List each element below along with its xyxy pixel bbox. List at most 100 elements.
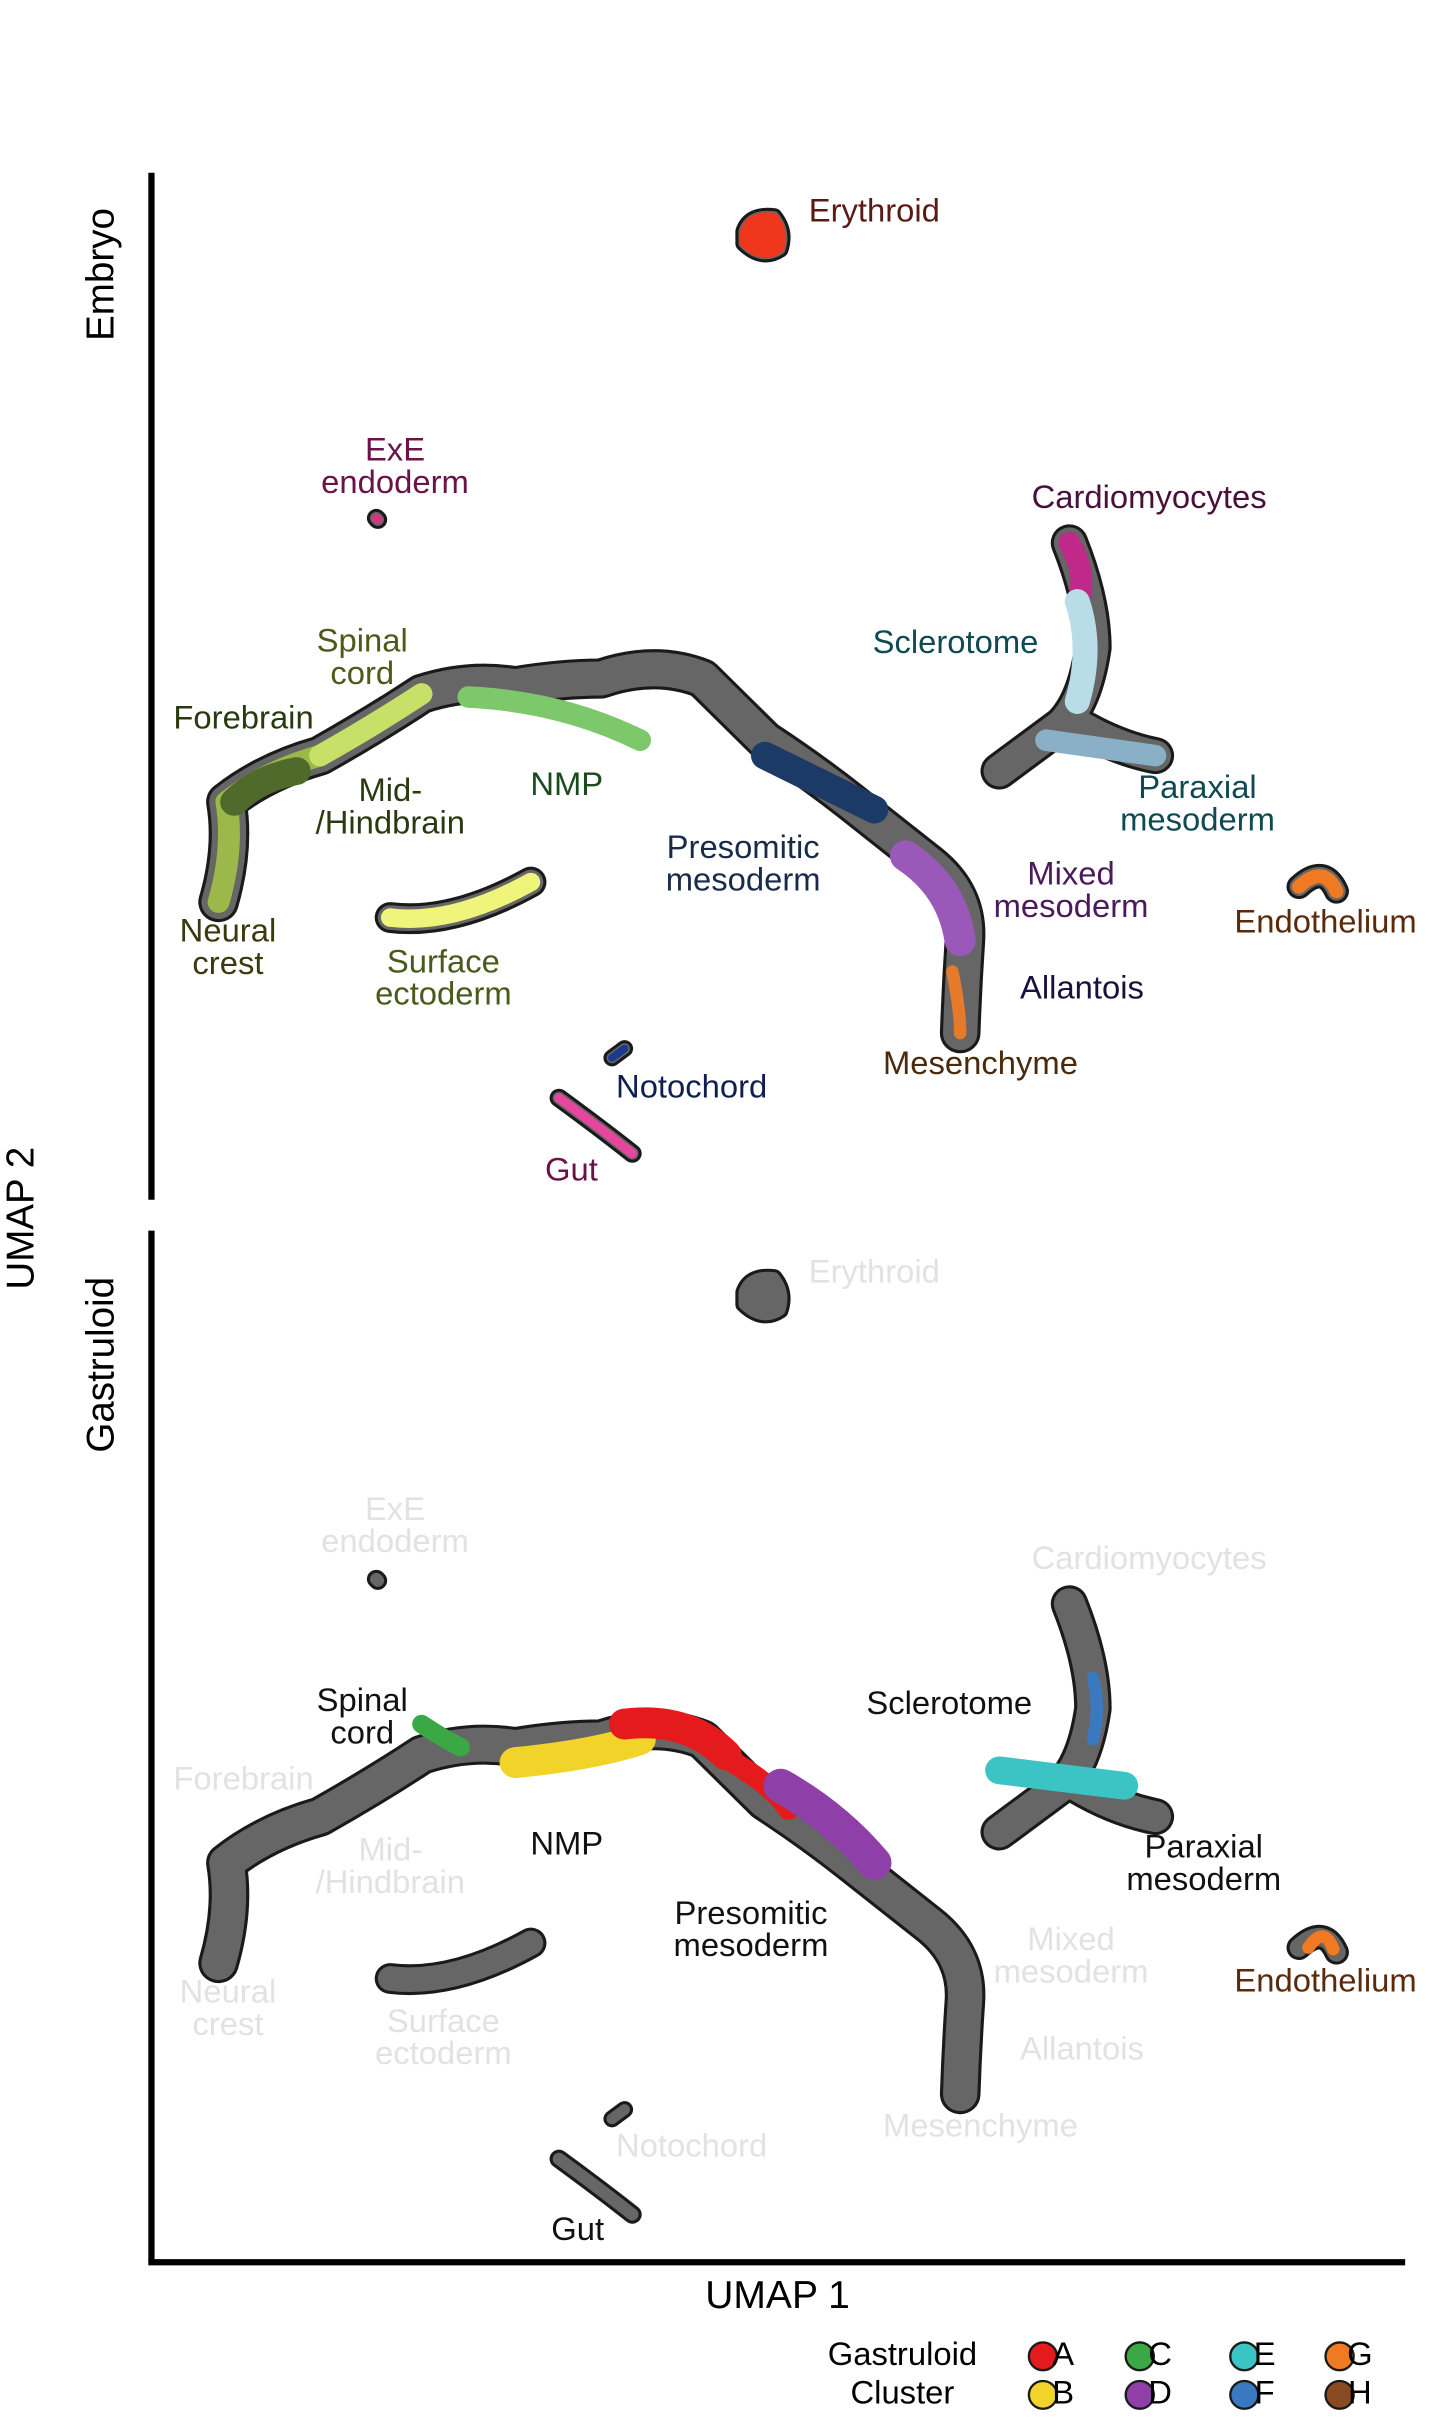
cluster [552,2152,639,2221]
cluster-label: Erythroid [809,193,940,229]
cluster-label: Mid- [358,772,422,808]
cluster-label: crest [192,2006,263,2042]
cluster-label: Spinal [317,1682,408,1718]
panel-title: Embryo [79,208,122,341]
cluster-highlight [380,872,541,928]
cluster-highlight [554,1093,638,1159]
cluster-label: ectoderm [375,976,512,1012]
legend-label: B [1052,2375,1074,2411]
cluster-highlight [1291,869,1344,899]
cluster-label: Sclerotome [873,624,1039,660]
cluster-outline [198,1710,986,2115]
cluster-label: Allantois [1020,2031,1144,2067]
cluster-label: Paraxial [1138,769,1256,805]
cluster-label: ExE [365,1491,425,1527]
cluster-label: mesoderm [994,888,1149,924]
cluster-highlight [1086,1671,1104,1746]
cluster-highlight [608,1707,742,1771]
cluster [738,1271,788,1321]
cluster-label: cord [330,655,394,691]
cluster-label: Mesenchyme [883,2108,1078,2144]
legend-label: E [1254,2336,1276,2372]
cluster-highlight [608,1044,629,1062]
cluster-label: Neural [180,913,277,949]
cluster-label: ectoderm [375,2035,512,2071]
cluster-label: Notochord [616,2128,767,2164]
legend-label: A [1052,2336,1074,2372]
legend-swatch [1027,2379,1059,2410]
cluster-label: Forebrain [173,700,313,736]
cluster [201,1713,983,2112]
legend-label: C [1148,2336,1172,2372]
cluster-label: mesoderm [674,1927,829,1963]
cluster-highlight [371,513,383,525]
cluster-highlight [889,840,976,957]
cluster-label: Mixed [1027,1921,1114,1957]
cluster-label: Gut [551,2211,604,2247]
legend-label: G [1347,2336,1373,2372]
cluster-label: Mid- [358,1832,422,1868]
cluster-label: Cardiomyocytes [1032,1540,1267,1576]
panel-title: Gastruloid [79,1277,122,1453]
cluster-label: Gut [545,1152,598,1188]
cluster [370,1572,385,1587]
cluster-highlight [763,1768,892,1880]
legend-swatch [1027,2341,1059,2372]
cluster-label: Cardiomyocytes [1032,479,1267,515]
cluster-label: Neural [180,1974,277,2010]
legend-label: D [1148,2375,1172,2411]
cluster-highlight [412,1714,470,1757]
cluster-label: ExE [365,432,425,468]
cluster-label: Notochord [616,1068,767,1104]
legend-swatch [1229,2379,1260,2410]
legend-swatch [1229,2341,1260,2372]
cluster-highlight [1064,589,1098,714]
cluster-label: Endothelium [1234,1963,1416,1999]
cluster-label: Spinal [317,623,408,659]
cluster-highlight [750,741,889,824]
cluster-highlight [946,965,967,1040]
cluster [377,1930,544,1993]
cluster-label: Allantois [1020,970,1144,1006]
cluster-label: mesoderm [994,1954,1149,1990]
cluster-label: mesoderm [1120,802,1275,838]
legend-swatch [1124,2379,1155,2410]
legend-swatch [1324,2379,1355,2410]
legend-label: F [1255,2375,1275,2411]
cluster-highlight [1058,532,1093,605]
cluster-label: /Hindbrain [316,1864,465,1900]
legend-title: Cluster [851,2375,955,2411]
cluster-highlight [985,1756,1139,1800]
cluster-label: NMP [530,1826,603,1862]
cluster-label: crest [192,945,263,981]
cluster-label: Endothelium [1234,903,1416,939]
cluster-label: mesoderm [1126,1861,1281,1897]
legend-label: H [1348,2375,1372,2411]
cluster-highlight [457,686,652,751]
cluster-highlight [220,757,311,816]
cluster-label: Sclerotome [866,1685,1032,1721]
cluster [606,2104,630,2125]
umap-panel [198,1268,1349,2224]
cluster-label: Presomitic [667,829,820,865]
umap-panel [198,207,1349,1163]
cluster-highlight [309,683,433,767]
legend-swatch [1124,2341,1155,2372]
cluster-label: /Hindbrain [316,805,465,841]
cluster-label: Erythroid [809,1254,940,1290]
cluster-label: mesoderm [666,862,821,898]
cluster-highlight [740,212,786,258]
cluster-label: Paraxial [1145,1829,1263,1865]
cluster-highlight [1302,1930,1340,1956]
cluster-label: Surface [387,2003,500,2039]
x-axis-label: UMAP 1 [705,2274,850,2317]
cluster-highlight [499,1724,656,1779]
cluster-label: endoderm [321,464,469,500]
cluster-label: Forebrain [173,1761,313,1797]
cluster-label: Surface [387,944,500,980]
y-axis-label: UMAP 2 [0,1147,43,1290]
cluster-highlight [1035,729,1167,767]
cluster-label: Mixed [1027,856,1114,892]
